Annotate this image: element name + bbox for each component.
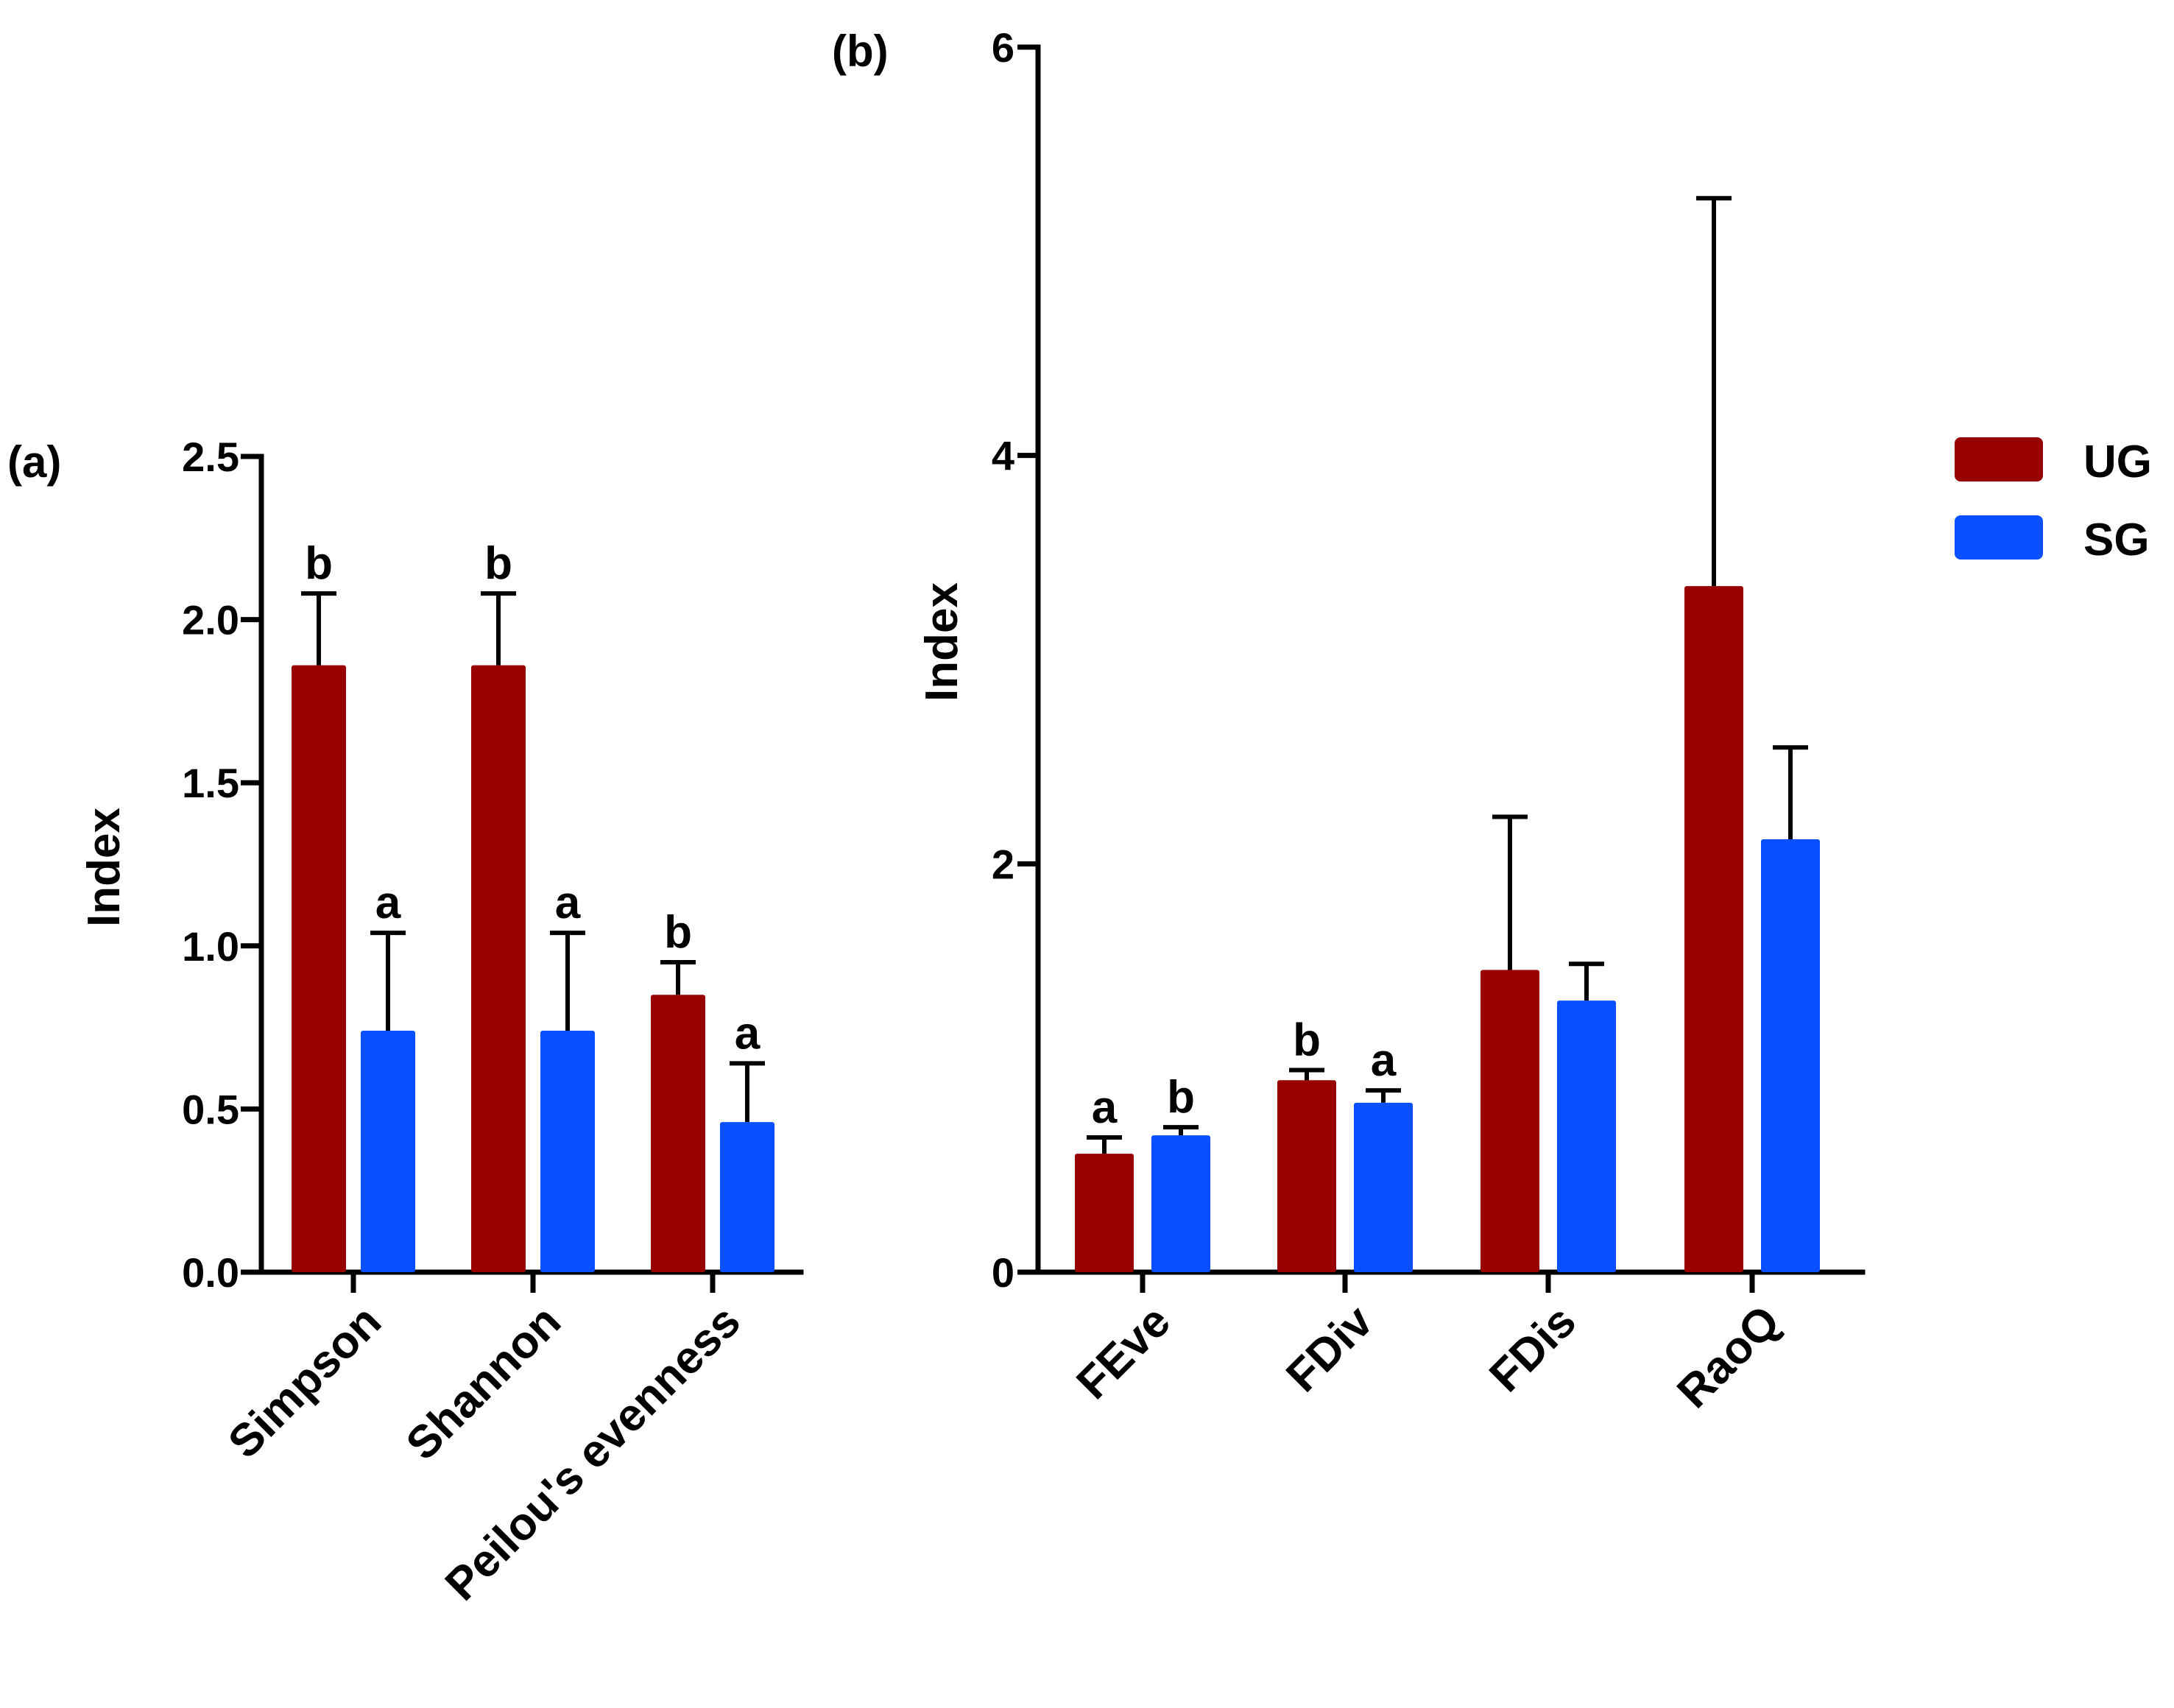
panel-b-bar-sg — [1354, 1102, 1413, 1272]
panel-a-bar-ug — [471, 665, 526, 1272]
panel-a-y-tick-label: 0.0 — [182, 1249, 239, 1296]
panel-b-bar-ug — [1075, 1154, 1134, 1272]
panel-b-y-axis-title: Index — [917, 582, 967, 702]
legend-swatch-sg — [1955, 515, 2043, 560]
panel-a-category-label: Peilou's evenness — [436, 1296, 750, 1610]
panel-b-label: (b) — [832, 27, 889, 76]
panel-b-y-tick-label: 2 — [992, 841, 1014, 887]
panel-b-significance-letter: a — [1092, 1082, 1118, 1133]
panel-a-y-tick-label: 2.0 — [182, 597, 239, 643]
panel-b-bar-ug — [1684, 586, 1743, 1272]
panel-a-significance-letter: a — [555, 878, 581, 928]
legend-label-ug: UG — [2083, 437, 2152, 487]
panel-b-category-label: FEve — [1067, 1296, 1180, 1409]
panel-a-y-tick-label: 1.0 — [182, 923, 239, 970]
legend: UG SG — [1955, 437, 2152, 565]
panel-b-bar-sg — [1151, 1135, 1210, 1272]
panel-a-significance-letter: b — [484, 538, 512, 589]
panel-a-category-label: Simpson — [219, 1296, 391, 1468]
panel-b-significance-letter: b — [1167, 1072, 1195, 1123]
panel-b-category-label: FDiv — [1277, 1296, 1383, 1402]
panel-a-significance-letter: a — [375, 878, 401, 928]
panel-b-category-label: FDis — [1480, 1296, 1586, 1402]
panel-b-y-tick-label: 0 — [992, 1249, 1014, 1296]
panel-b-significance-letter: b — [1293, 1014, 1321, 1065]
panel-a-significance-letter: a — [735, 1008, 760, 1059]
panel-a-significance-letter: b — [664, 907, 692, 958]
panel-a-category-label: Shannon — [397, 1296, 571, 1469]
panel-a-bar-sg — [540, 1031, 595, 1272]
panel-b-significance-letter: a — [1371, 1035, 1397, 1086]
panel-b-y-tick-label: 6 — [992, 24, 1014, 71]
panel-a-significance-letter: b — [305, 538, 333, 589]
panel-a-chart: (a) Index 0.00.51.01.52.02.5SimpsonbaSha… — [7, 434, 804, 1610]
panel-a-y-axis-title: Index — [79, 808, 130, 927]
panel-b-bar-ug — [1277, 1080, 1336, 1272]
panel-a-label: (a) — [7, 437, 61, 487]
panel-a-y-tick-label: 2.5 — [182, 434, 239, 480]
panel-a-y-tick-label: 1.5 — [182, 760, 239, 806]
panel-a-bar-sg — [720, 1122, 774, 1272]
panel-b-y-tick-label: 4 — [992, 433, 1014, 479]
panel-a-bar-sg — [361, 1031, 415, 1272]
panel-b-bar-sg — [1557, 1001, 1616, 1272]
panel-b-bar-sg — [1761, 839, 1820, 1272]
panel-a-bar-ug — [292, 665, 346, 1272]
panel-b-category-label: RaoQ — [1667, 1296, 1790, 1418]
panel-a-bar-ug — [651, 995, 705, 1272]
legend-label-sg: SG — [2083, 515, 2150, 565]
legend-swatch-ug — [1955, 437, 2043, 481]
panel-b-bar-ug — [1480, 970, 1539, 1272]
panel-a-y-tick-label: 0.5 — [182, 1086, 239, 1132]
